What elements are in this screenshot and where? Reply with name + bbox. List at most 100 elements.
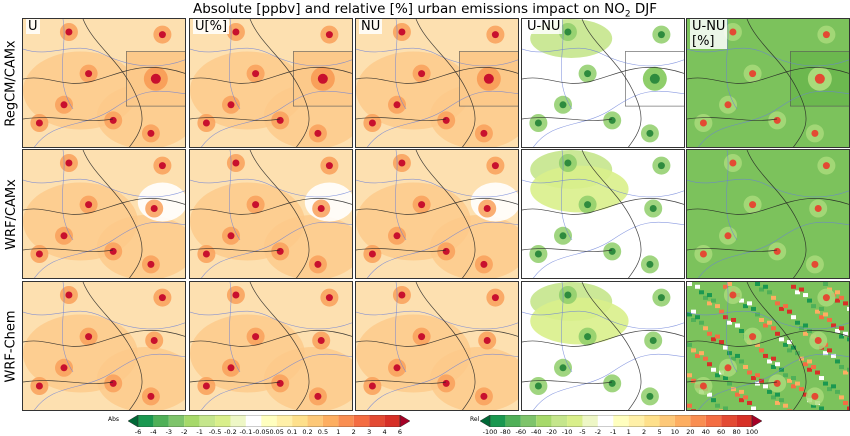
colorbar-segment [690, 415, 706, 427]
colorbar-segment [369, 415, 385, 427]
colorbar-segment [276, 415, 293, 427]
colorbar-segment [153, 415, 169, 427]
row-label-wrf-chem: WRF-Chem [3, 309, 19, 383]
colorbar-segment [384, 415, 400, 427]
colorbar-segment [261, 415, 277, 427]
colorbar-tick-label: 0.1 [286, 428, 298, 436]
map-panel-r1-c4: U-NU [521, 18, 685, 148]
colorbar-tick-label: -60 [515, 428, 527, 436]
colorbar-tick-label: -5 [579, 428, 586, 436]
colorbar-tick-label: 40 [701, 428, 710, 436]
map-panel-r1-c2: U[%] [189, 18, 353, 148]
colorbar-arrow-max [751, 415, 762, 427]
colorbar-tick-label: 0.5 [317, 428, 329, 436]
colorbar-tick-label: 60 [717, 428, 726, 436]
colorbar-tick-label: 80 [732, 428, 741, 436]
panel-label: U-NU [%] [690, 19, 728, 49]
colorbar-arrow-min [480, 415, 491, 427]
colorbar-segment [307, 415, 323, 427]
colorbar-abs-label: Abs [108, 416, 120, 423]
colorbar-segment [292, 415, 308, 427]
colorbar-segment [505, 415, 521, 427]
panel-label: U [26, 19, 40, 34]
colorbar-tick-label: -100 [482, 428, 498, 436]
map-panel-r3-c3 [355, 281, 519, 411]
map-canvas [522, 150, 684, 278]
map-panel-r2-c1 [22, 149, 186, 279]
colorbar-tick-label: 10 [670, 428, 680, 436]
figure-title: Absolute [ppbv] and relative [%] urban e… [192, 1, 658, 20]
colorbar-segment [215, 415, 231, 427]
map-canvas [190, 150, 352, 278]
colorbar-tick-label: -40 [530, 428, 542, 436]
map-panel-r3-c1 [22, 281, 186, 411]
colorbar-segment [597, 415, 614, 427]
colorbar-tick-label: -6 [134, 428, 142, 436]
map-panel-r1-c5: U-NU [%] [686, 18, 850, 148]
map-canvas [522, 282, 684, 410]
colorbar-tick-label: 3 [367, 428, 372, 436]
colorbar-segment [322, 415, 339, 427]
map-canvas [190, 282, 352, 410]
colorbar-tick-label: -0.2 [224, 428, 237, 436]
map-canvas [356, 19, 518, 147]
colorbar-rel [480, 415, 762, 427]
colorbar-arrow-min [128, 415, 139, 427]
colorbar-segment [567, 415, 583, 427]
colorbar-segment [230, 415, 246, 427]
map-panel-r3-c2 [189, 281, 353, 411]
map-canvas [356, 282, 518, 410]
colorbar-segment [674, 415, 691, 427]
colorbar-segment [353, 415, 370, 427]
colorbar-abs [128, 415, 410, 427]
colorbar-tick-label: 2 [351, 428, 356, 436]
map-panel-r2-c3 [355, 149, 519, 279]
map-canvas [23, 282, 185, 410]
colorbar-segment [721, 415, 737, 427]
colorbar-segment [659, 415, 675, 427]
colorbar-segment [168, 415, 185, 427]
colorbar-arrow-max [399, 415, 410, 427]
map-canvas [687, 282, 849, 410]
colorbar-segment [736, 415, 752, 427]
colorbar-tick-label: -4 [150, 428, 157, 436]
map-canvas [687, 150, 849, 278]
colorbar-tick-label: -0.05 [252, 428, 270, 436]
colorbar-tick-label: -3 [165, 428, 173, 436]
colorbar-segment [536, 415, 552, 427]
colorbar-tick-label: -1 [610, 428, 617, 436]
panel-label: U[%] [193, 19, 230, 34]
colorbar-tick-label: -1 [196, 428, 203, 436]
colorbar-tick-label: 5 [657, 428, 662, 436]
map-panel-r2-c4 [521, 149, 685, 279]
map-panel-r3-c5 [686, 281, 850, 411]
row-label-wrf-camx: WRF/CAMx [3, 179, 19, 250]
map-canvas [356, 150, 518, 278]
map-canvas [23, 150, 185, 278]
row-label-regcm-camx: RegCM/CAMx [3, 39, 19, 127]
colorbar-tick-label: -0.1 [239, 428, 253, 436]
map-canvas [23, 19, 185, 147]
colorbar-segment [628, 415, 645, 427]
colorbar-tick-label: 4 [382, 428, 387, 436]
colorbar-tick-label: -10 [561, 428, 573, 436]
panel-label: U-NU [525, 19, 563, 34]
colorbar-tick-label: -20 [546, 428, 557, 436]
colorbar-segment [245, 415, 262, 427]
colorbar-tick-label: -2 [594, 428, 602, 436]
map-panel-r3-c4 [521, 281, 685, 411]
colorbar-segment [644, 415, 660, 427]
colorbar-tick-label: 2 [642, 428, 647, 436]
map-canvas [522, 19, 684, 147]
colorbar-tick-label: 1 [336, 428, 341, 436]
colorbar-segment [705, 415, 722, 427]
colorbar-segment [613, 415, 629, 427]
colorbar-segment [184, 415, 200, 427]
colorbar-segment [582, 415, 598, 427]
colorbar-tick-label: -80 [500, 428, 511, 436]
colorbar-segment [138, 415, 154, 427]
map-panel-r2-c2 [189, 149, 353, 279]
map-canvas [190, 19, 352, 147]
colorbar-rel-label: Rel [470, 416, 480, 423]
colorbar-segment [520, 415, 537, 427]
